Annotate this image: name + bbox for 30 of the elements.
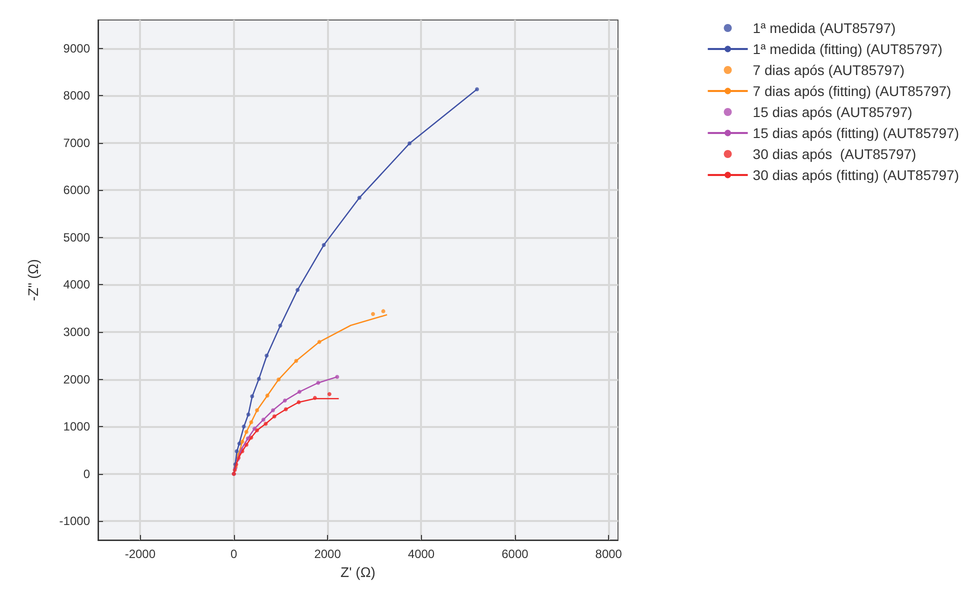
y-tick-label: 1000 <box>63 420 90 434</box>
y-axis-title: -Z" (Ω) <box>25 259 41 301</box>
x-axis-title: Z' (Ω) <box>340 564 376 580</box>
x-tick-label: 4000 <box>408 547 435 561</box>
legend-label: 30 dias após (fitting) (AUT85797) <box>752 167 960 183</box>
y-tick-label: 2000 <box>63 372 90 386</box>
x-tick-label: 6000 <box>502 547 529 561</box>
legend-label: 15 dias após (fitting) (AUT85797) <box>752 125 960 141</box>
x-tick-label: 8000 <box>595 547 622 561</box>
legend-label: 7 dias após (fitting) (AUT85797) <box>752 83 952 99</box>
y-tick-label: 9000 <box>63 41 90 56</box>
y-tick-label: -1000 <box>59 514 90 528</box>
x-tick-label: 2000 <box>314 547 342 561</box>
legend-label: 1ª medida (fitting) (AUT85797) <box>752 41 942 57</box>
legend-label: 7 dias após (AUT85797) <box>752 62 905 78</box>
y-tick-label: 6000 <box>63 183 90 198</box>
x-tick-label: 0 <box>230 547 238 561</box>
point <box>327 392 332 396</box>
legend-label: 30 dias após (AUT85797) <box>752 146 916 162</box>
point <box>370 312 375 316</box>
y-tick-label: 3000 <box>63 325 90 339</box>
legend-label: 15 dias após (AUT85797) <box>752 104 912 120</box>
legend-label: 1ª medida (AUT85797) <box>752 20 896 36</box>
point <box>381 309 386 314</box>
y-tick-label: 4000 <box>63 278 90 292</box>
y-tick-label: 5000 <box>63 230 90 244</box>
y-tick-label: 7000 <box>63 136 90 150</box>
x-tick-label: -2000 <box>124 547 156 561</box>
y-tick-label: 0 <box>83 466 90 481</box>
y-tick-label: 8000 <box>63 88 90 103</box>
